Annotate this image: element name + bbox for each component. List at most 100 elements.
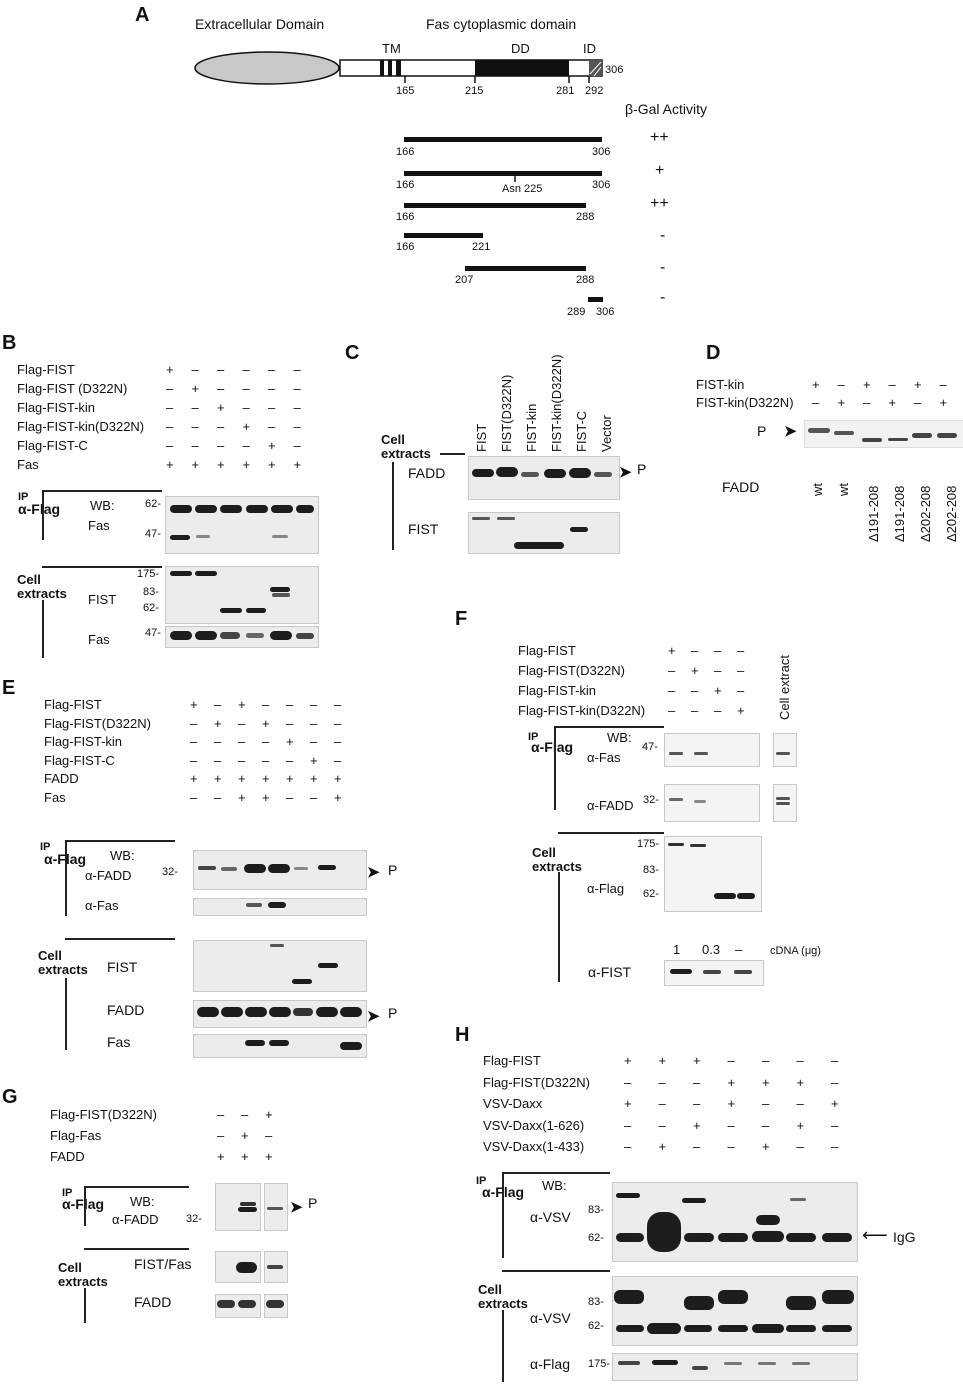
e-band [221, 867, 237, 871]
e-sign: – [334, 697, 342, 712]
e-band [340, 1007, 362, 1017]
e-ip-line [65, 840, 175, 842]
b-sign: – [166, 438, 174, 453]
d-band [862, 438, 882, 442]
c-lane-fist-c: FIST-C [574, 410, 589, 452]
construct-5-activity: - [660, 259, 666, 276]
h-band [692, 1366, 708, 1370]
f-mw-62: 62- [643, 888, 659, 900]
b-sign: – [293, 381, 301, 396]
f-afadd-label: α-FADD [587, 798, 634, 813]
h-band [752, 1231, 784, 1242]
panel-label-g: G [2, 1086, 18, 1108]
b-row-label: Flag-FIST [17, 362, 75, 377]
e-row-label: FADD [44, 771, 79, 786]
d-lane: Δ202-208 [918, 485, 933, 542]
h-avsv-blot [612, 1276, 858, 1346]
b-fas-cell-label: Fas [88, 632, 110, 647]
b-row-label: Flag-FIST (D322N) [17, 381, 128, 396]
e-p-arrow-bottom: ➤ [367, 1008, 380, 1025]
h-sign: – [796, 1053, 804, 1068]
h-mw-175: 175- [588, 1358, 611, 1370]
tick-292: 292 [585, 85, 604, 97]
h-band [616, 1233, 644, 1242]
d-sign: + [914, 377, 922, 392]
b-extracts-label: extracts [17, 586, 67, 601]
construct-3-end: 288 [576, 211, 595, 223]
d-row-label: FIST-kin(D322N) [696, 395, 794, 410]
b-band [246, 633, 264, 638]
h-sign: – [624, 1117, 632, 1133]
b-sign: – [293, 419, 301, 434]
d-p-label: P [757, 423, 767, 439]
h-aflag-blot [612, 1353, 858, 1381]
f-sign: – [714, 663, 722, 678]
e-sign: – [262, 752, 270, 768]
fas-end-label: 306 [605, 64, 624, 76]
f-mw-175: 175- [637, 838, 660, 850]
h-sign: – [796, 1139, 804, 1154]
b-ip-bracket [42, 490, 44, 540]
d-sign: + [863, 377, 871, 392]
f-mw-83: 83- [643, 864, 659, 876]
e-sign: + [286, 771, 294, 786]
dd-label: DD [511, 41, 530, 56]
d-lane: Δ202-208 [944, 485, 959, 542]
f-band [694, 752, 708, 755]
h-band [718, 1325, 748, 1332]
c-lane-fist-kin-d322n: FIST-kin(D322N) [549, 354, 564, 452]
g-p-label: P [308, 1195, 318, 1211]
e-fas-label: Fas [107, 1034, 131, 1050]
f-sign: – [668, 683, 676, 698]
c-band [521, 472, 539, 477]
f-afas-label: α-Fas [587, 750, 621, 765]
e-band [268, 902, 286, 908]
construct-5-start: 207 [455, 274, 474, 286]
construct-4-activity: - [660, 227, 666, 244]
d-band [834, 431, 854, 435]
b-sign: – [293, 400, 301, 415]
f-afist-label: α-FIST [588, 964, 632, 980]
b-band [271, 505, 293, 513]
b-sign: – [268, 419, 276, 434]
h-mw-83: 83- [588, 1204, 604, 1216]
c-band [472, 517, 490, 520]
b-band [296, 633, 314, 639]
f-sign: – [668, 663, 676, 678]
g-wb-label: WB: [130, 1194, 155, 1209]
h-mw-62c: 62- [588, 1320, 604, 1332]
f-sign: + [714, 683, 722, 698]
construct-6-activity: - [660, 289, 666, 306]
h-avsv-cell-label: α-VSV [530, 1310, 571, 1326]
h-ip-label: IP [476, 1175, 487, 1187]
h-aflag-label: α-Flag [530, 1356, 570, 1372]
f-sign: – [691, 643, 699, 658]
h-sign: – [831, 1139, 839, 1154]
f-cdna-none: – [735, 942, 743, 957]
construct-1-start: 166 [396, 146, 415, 158]
e-sign: + [190, 771, 198, 786]
c-band [497, 517, 515, 520]
f-aflag-label: α-Flag [587, 881, 625, 896]
f-sign: – [691, 683, 699, 698]
h-band [758, 1362, 776, 1365]
e-sign: – [262, 697, 270, 712]
c-lane-fist: FIST [474, 423, 489, 452]
construct-4-end: 221 [472, 241, 491, 253]
b-band [270, 587, 290, 592]
f-ip-line [554, 726, 664, 728]
e-sign: – [286, 752, 294, 768]
h-mw-83c: 83- [588, 1296, 604, 1308]
g-sign: – [217, 1128, 225, 1143]
f-band [776, 802, 790, 805]
e-p-arrow-top: ➤ [367, 864, 380, 881]
b-band [272, 535, 288, 538]
h-sign: + [693, 1053, 701, 1068]
e-band [269, 1040, 289, 1046]
h-sign: + [658, 1139, 667, 1154]
h-sign: – [727, 1053, 735, 1068]
h-band [822, 1290, 854, 1304]
b-sign: – [217, 438, 225, 453]
f-aflag-blot [664, 836, 762, 912]
construct-2-end: 306 [592, 179, 611, 191]
